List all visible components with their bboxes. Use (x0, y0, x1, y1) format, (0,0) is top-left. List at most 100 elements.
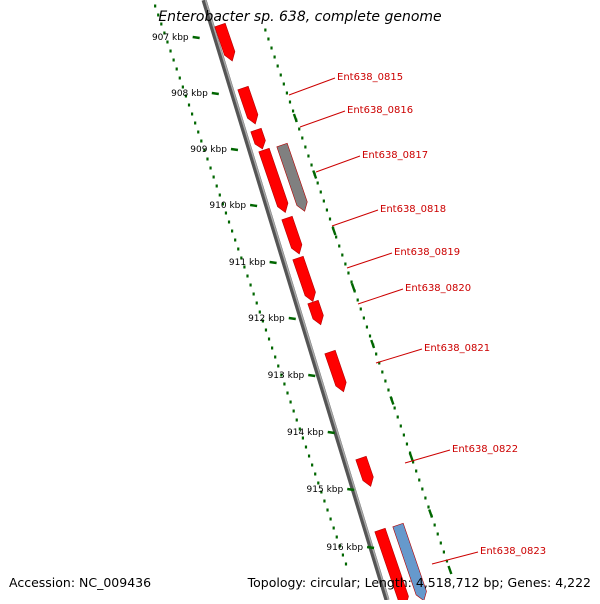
ruler-dot (154, 4, 157, 8)
gene-label: Ent638_0818 (380, 204, 446, 215)
ruler-dot (341, 253, 344, 257)
gene-label-leader (404, 449, 451, 464)
ruler-dot (439, 541, 442, 545)
ruler-dot (332, 526, 335, 530)
ruler-dot (415, 469, 418, 473)
ruler-dot (362, 316, 365, 320)
ruler-dot (292, 409, 295, 413)
gene-arrow (258, 147, 289, 213)
ruler-tick (327, 430, 335, 435)
gene-label: Ent638_0820 (405, 283, 471, 294)
ruler-dot (215, 184, 218, 188)
ruler-dot (264, 28, 267, 32)
inner-ruler-tick (292, 113, 298, 123)
ruler-dot (378, 361, 381, 365)
ruler-dot (384, 379, 387, 383)
gene-arrow (250, 127, 266, 150)
ruler-dot (326, 508, 329, 512)
ruler-tick (288, 316, 296, 321)
ruler-tick (308, 373, 316, 378)
ruler-dot (209, 166, 212, 170)
ruler-dot (175, 67, 178, 71)
gene-label: Ent638_0815 (337, 72, 403, 83)
ruler-dot (271, 346, 274, 350)
inner-ruler-tick (389, 396, 395, 405)
ruler-tick-label: 913 kbp (268, 371, 305, 381)
ruler-dot (399, 424, 402, 428)
ruler-dot (243, 265, 246, 269)
ruler-dot (172, 58, 175, 62)
genome-backbone-highlight (204, 0, 390, 601)
ruler-dot (338, 544, 341, 548)
ruler-dot (234, 238, 237, 242)
ruler-dot (282, 82, 285, 86)
ruler-dot (270, 46, 273, 50)
ruler-dot (341, 553, 345, 557)
ruler-dot (157, 13, 160, 17)
ruler-dot (231, 229, 234, 233)
ruler-dot (221, 202, 224, 206)
gene-arrow (324, 349, 347, 393)
ruler-dot (273, 55, 276, 59)
accession-label: Accession: NC_009436 (9, 575, 152, 590)
ruler-dot (240, 256, 243, 260)
ruler-dot (402, 433, 405, 437)
ruler-dot (283, 382, 286, 386)
ruler-dot (289, 400, 292, 404)
ruler-dot (328, 217, 332, 221)
ruler-dot (307, 154, 310, 158)
ruler-tick-label: 909 kbp (190, 145, 227, 155)
ruler-dot (184, 94, 188, 98)
ruler-tick-label: 907 kbp (152, 33, 189, 43)
ruler-tick (269, 260, 277, 265)
ruler-dot (304, 145, 307, 149)
ruler-dot (427, 505, 430, 509)
ruler-dot (418, 478, 421, 482)
ruler-dot (203, 148, 206, 152)
ruler-dot (276, 64, 279, 68)
ruler-dot (181, 85, 184, 89)
ruler-dot (412, 460, 415, 464)
ruler-dot (206, 157, 209, 161)
ruler-dot (307, 454, 311, 458)
gene-label-leader (299, 110, 346, 128)
map-title: Enterobacter sp. 638, complete genome (158, 9, 442, 25)
pseudogene-arrow (276, 142, 308, 212)
ruler-dot (304, 445, 308, 449)
ruler-dot (405, 442, 409, 446)
ruler-dot (310, 163, 313, 167)
ruler-tick (347, 487, 355, 492)
ruler-dot (194, 121, 197, 125)
ruler-dot (280, 373, 283, 377)
ruler-dot (285, 91, 289, 95)
rna-arrow (392, 522, 427, 602)
ruler-dot (335, 535, 338, 539)
ruler-dot (237, 247, 240, 251)
ruler-dot (252, 292, 255, 296)
ruler-dot (227, 220, 231, 224)
gene-label-leader (288, 77, 336, 96)
gene-label: Ent638_0822 (452, 444, 518, 455)
gene-label: Ent638_0821 (424, 343, 490, 354)
ruler-dot (301, 136, 304, 140)
ruler-dot (387, 388, 390, 392)
gene-label-leader (375, 348, 423, 364)
gene-arrow (307, 299, 324, 326)
gene-label-leader (331, 209, 379, 227)
ruler-dot (187, 103, 191, 107)
ruler-dot (258, 310, 261, 314)
gene-arrow (355, 455, 374, 487)
inner-ruler-tick (331, 226, 337, 236)
gene-label-leader (357, 288, 404, 305)
ruler-dot (323, 499, 326, 503)
gene-label-leader (346, 252, 393, 269)
ruler-dot (335, 235, 338, 239)
ruler-dot (316, 181, 319, 185)
ruler-dot (224, 211, 228, 215)
ruler-dot (298, 427, 301, 431)
ruler-tick-label: 912 kbp (248, 314, 285, 324)
inner-ruler-tick (370, 339, 376, 349)
ruler-dot (166, 40, 169, 44)
